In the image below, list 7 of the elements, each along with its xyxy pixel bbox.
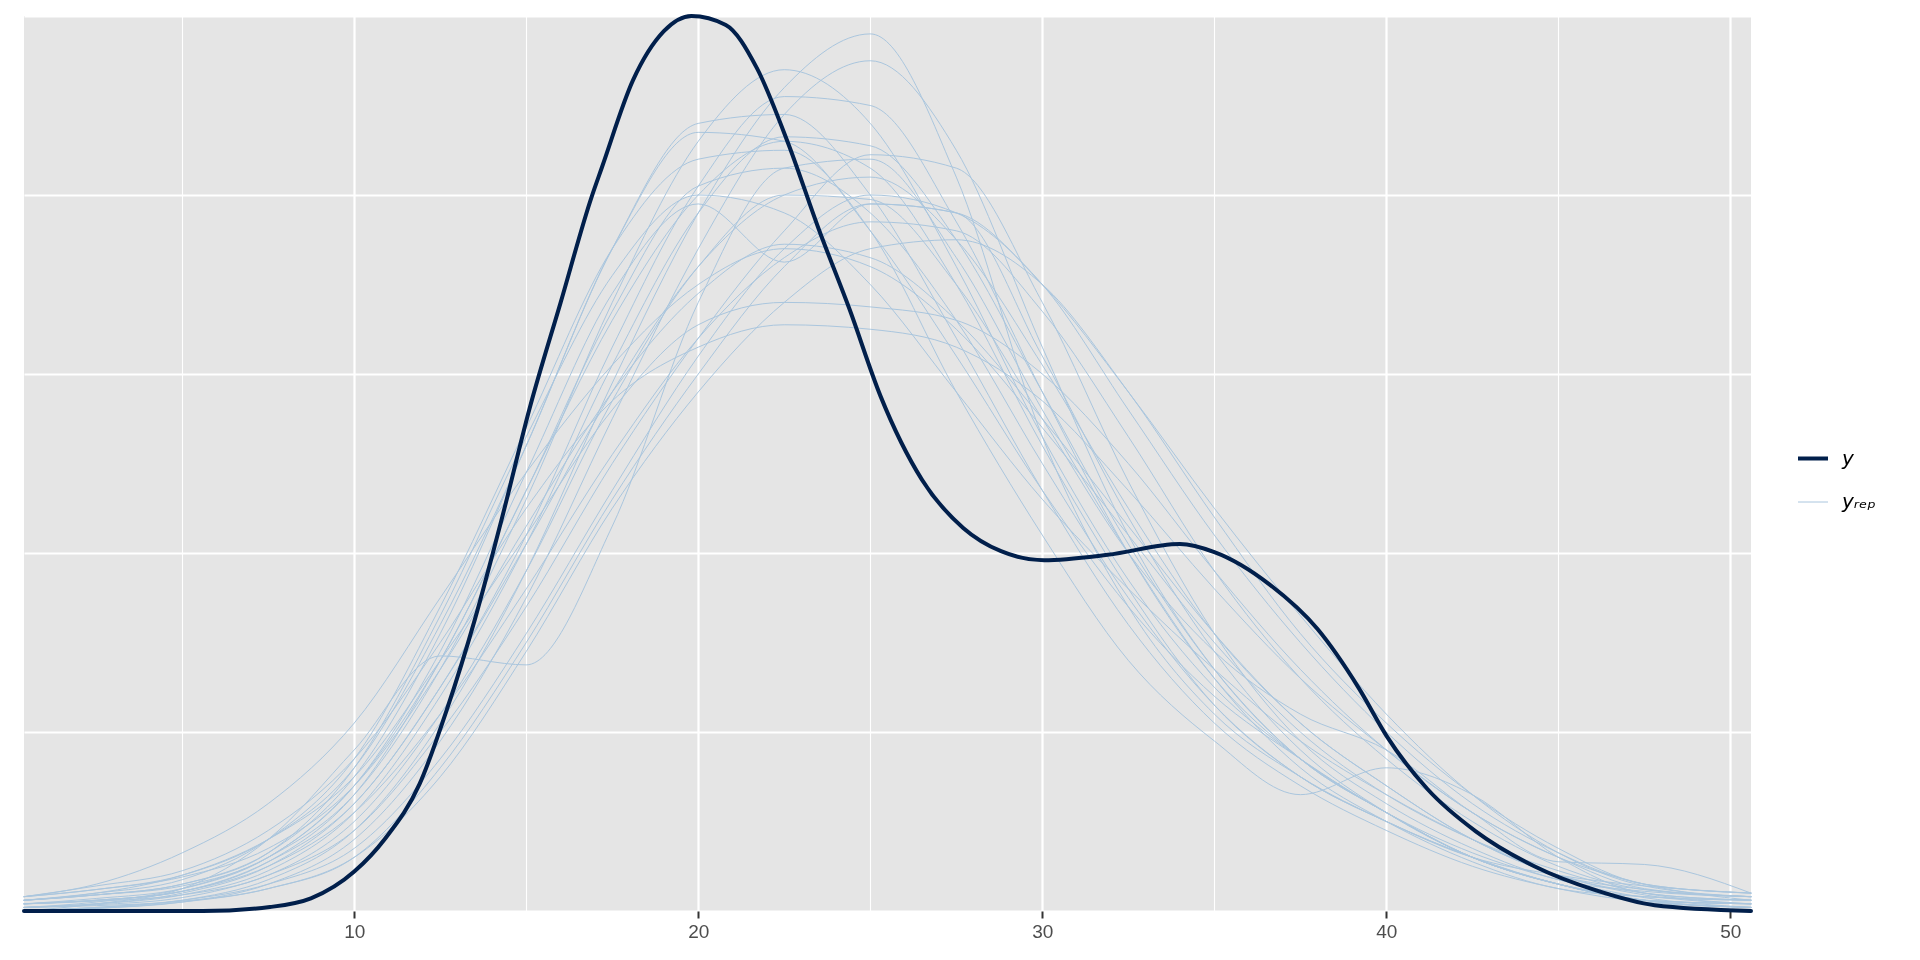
x-tick-label: 20: [688, 920, 710, 942]
x-tick-label: 30: [1032, 920, 1054, 942]
x-tick-label: 50: [1720, 920, 1742, 942]
legend-label: y: [1841, 445, 1855, 470]
x-tick-label: 10: [344, 920, 366, 942]
x-tick-label: 40: [1376, 920, 1398, 942]
legend-label: yᵣₑₚ: [1841, 489, 1876, 513]
